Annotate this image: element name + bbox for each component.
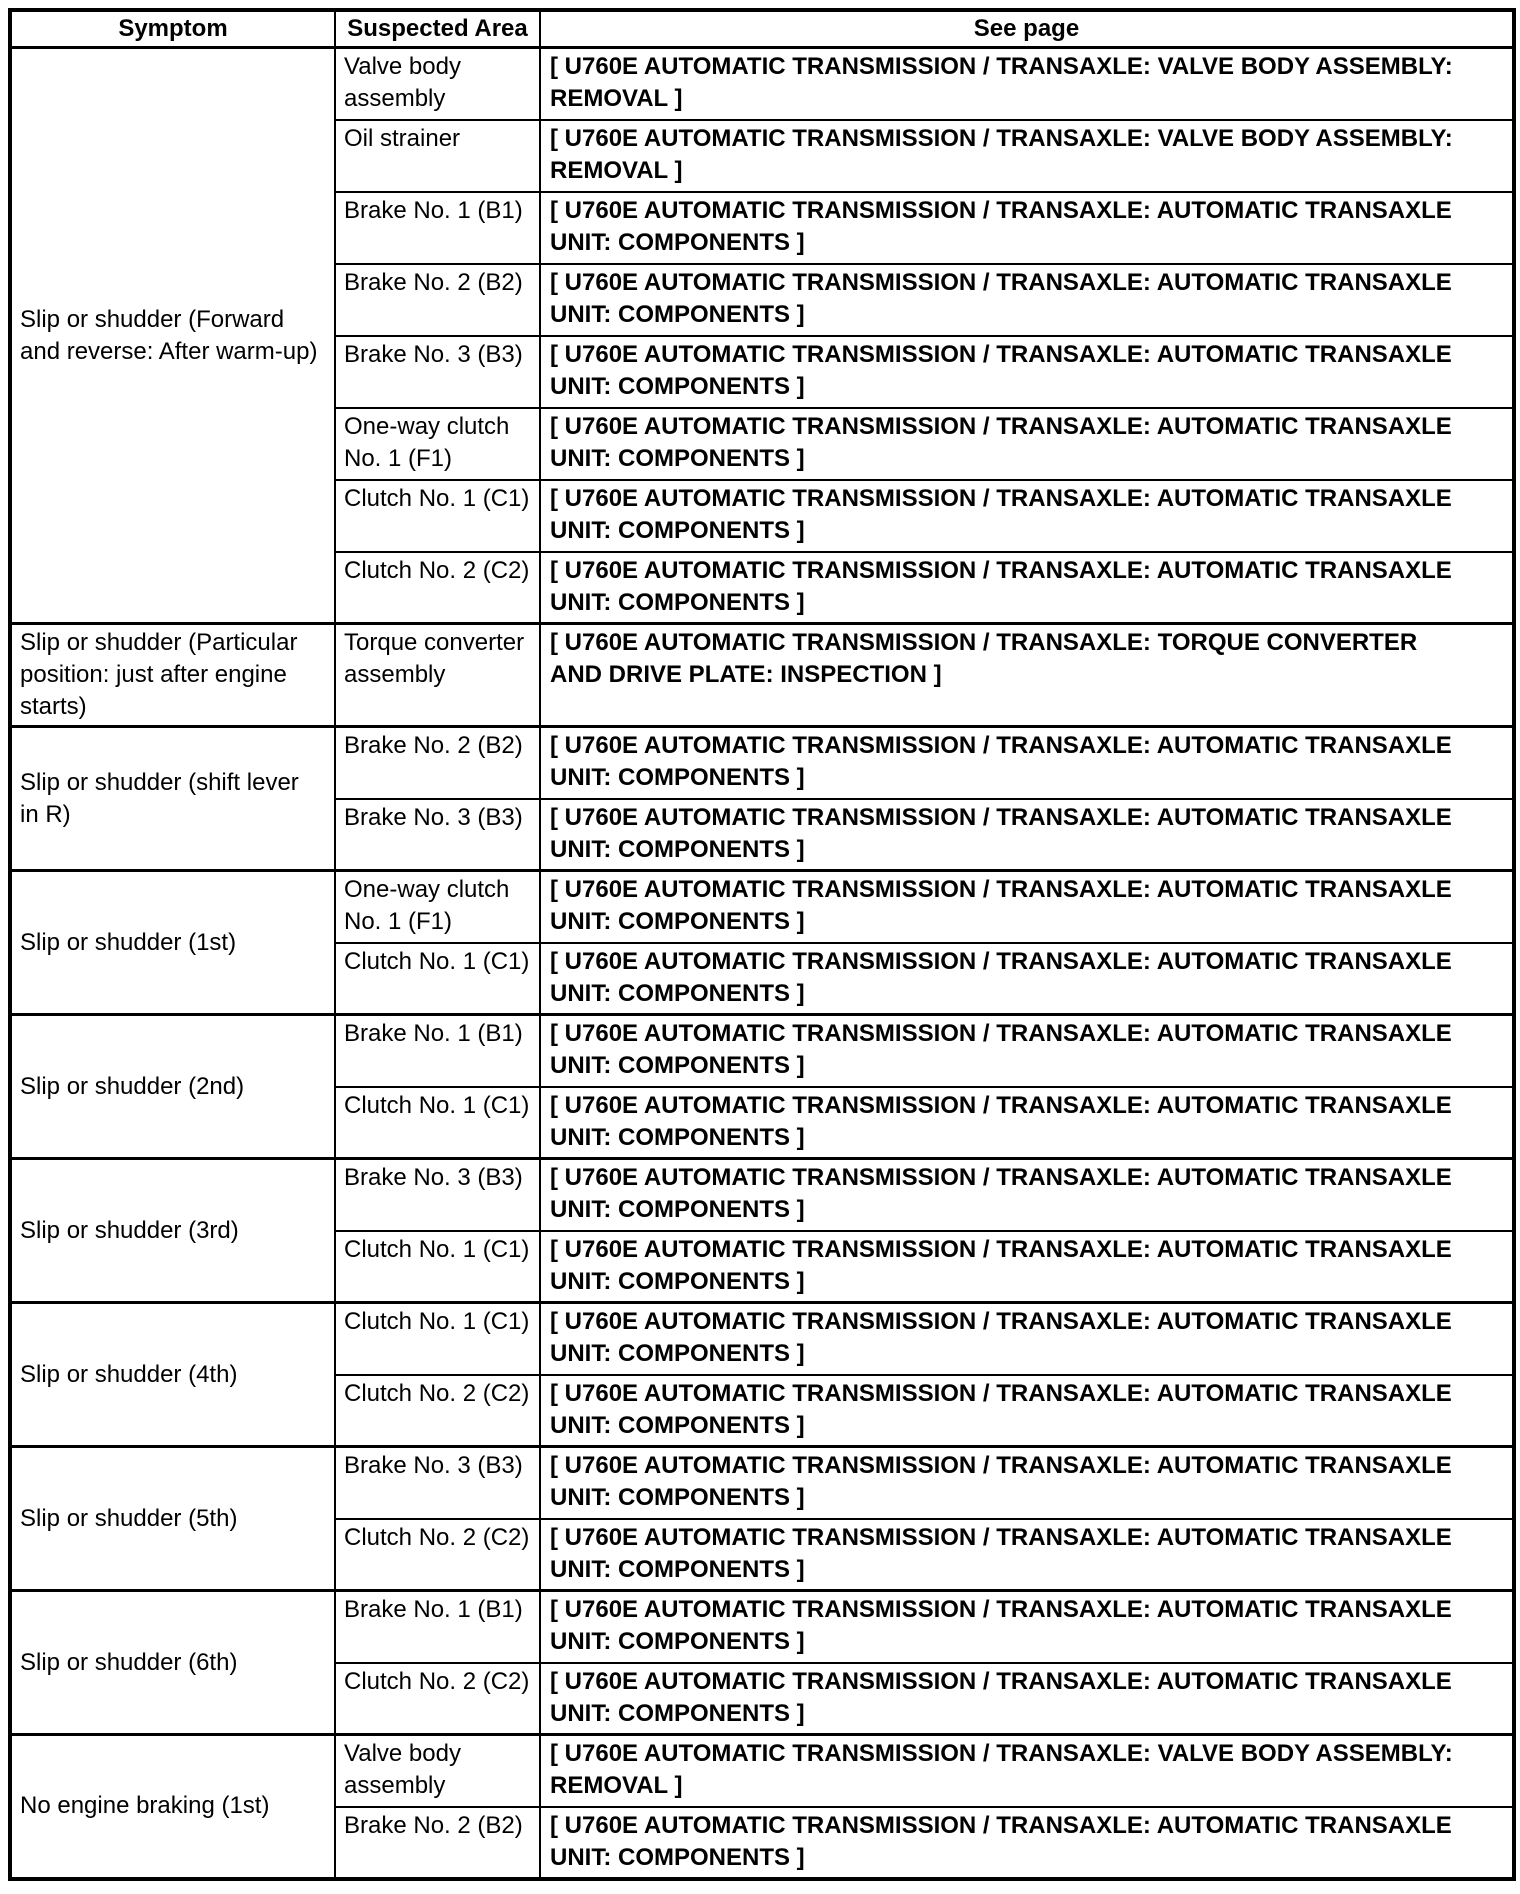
symptom-cell: Slip or shudder (shift lever in R) [9,725,336,872]
table-row: One-way clutch No. 1 (F1)[ U760E AUTOMAT… [10,406,1515,481]
table-row: Brake No. 1 (B1)[ U760E AUTOMATIC TRANSM… [10,190,1515,265]
symptom-cell: Slip or shudder (3rd) [9,1157,336,1304]
suspected-area-cell: Clutch No. 1 (C1) [334,1229,541,1304]
see-page-cell: [ U760E AUTOMATIC TRANSMISSION / TRANSAX… [539,478,1515,553]
see-page-cell: [ U760E AUTOMATIC TRANSMISSION / TRANSAX… [539,550,1515,625]
table-row: Clutch No. 1 (C1)[ U760E AUTOMATIC TRANS… [10,478,1515,553]
table-body: Slip or shudder (Forward and reverse: Af… [9,46,1515,1880]
suspected-area-cell: Oil strainer [334,118,541,193]
suspected-area-cell: Brake No. 1 (B1) [334,190,541,265]
see-page-cell: [ U760E AUTOMATIC TRANSMISSION / TRANSAX… [539,190,1515,265]
suspected-area-cell: Clutch No. 1 (C1) [334,1085,541,1160]
table-row: Oil strainer[ U760E AUTOMATIC TRANSMISSI… [10,118,1515,193]
suspected-area-cell: Brake No. 1 (B1) [334,1013,541,1088]
see-page-cell: [ U760E AUTOMATIC TRANSMISSION / TRANSAX… [539,1157,1515,1232]
symptom-cell: Slip or shudder (Particular position: ju… [9,622,336,728]
suspected-area-cell: Valve body assembly [334,1733,541,1808]
table-row: Clutch No. 2 (C2)[ U760E AUTOMATIC TRANS… [10,1661,1515,1736]
see-page-cell: [ U760E AUTOMATIC TRANSMISSION / TRANSAX… [539,725,1515,800]
see-page-cell: [ U760E AUTOMATIC TRANSMISSION / TRANSAX… [539,622,1515,728]
see-page-cell: [ U760E AUTOMATIC TRANSMISSION / TRANSAX… [539,118,1515,193]
see-page-cell: [ U760E AUTOMATIC TRANSMISSION / TRANSAX… [539,797,1515,872]
see-page-cell: [ U760E AUTOMATIC TRANSMISSION / TRANSAX… [539,1517,1515,1592]
table-row: Slip or shudder (5th) Brake No. 3 (B3)[ U… [9,1445,1515,1592]
suspected-area-cell: Clutch No. 2 (C2) [334,550,541,625]
suspected-area-cell: Brake No. 3 (B3) [334,334,541,409]
troubleshooting-table: Symptom Suspected Area See page Slip or … [8,8,1516,1881]
suspected-area-cell: Torque converter assembly [334,622,541,728]
see-page-cell: [ U760E AUTOMATIC TRANSMISSION / TRANSAX… [539,1373,1515,1448]
header-see-page: See page [539,9,1515,49]
suspected-area-cell: Clutch No. 2 (C2) [334,1661,541,1736]
table-row: No engine braking (1st) Valve body assemb… [9,1733,1515,1880]
table-row: Slip or shudder (shift lever in R) Brake … [9,725,1515,872]
see-page-cell: [ U760E AUTOMATIC TRANSMISSION / TRANSAX… [539,1805,1515,1880]
suspected-area-cell: Brake No. 1 (B1) [334,1589,541,1664]
suspected-area-cell: Brake No. 3 (B3) [334,1157,541,1232]
table-row: Slip or shudder (3rd) Brake No. 3 (B3)[ U… [9,1157,1515,1304]
table-row: Brake No. 2 (B2)[ U760E AUTOMATIC TRANSM… [10,1805,1515,1880]
table-row: Slip or shudder (2nd) Brake No. 1 (B1)[ U… [9,1013,1515,1160]
table-row: Clutch No. 2 (C2)[ U760E AUTOMATIC TRANS… [10,1373,1515,1448]
table-row: Slip or shudder (1st) One-way clutch No. … [9,869,1515,1016]
see-page-cell: [ U760E AUTOMATIC TRANSMISSION / TRANSAX… [539,334,1515,409]
table-row: Clutch No. 2 (C2)[ U760E AUTOMATIC TRANS… [10,1517,1515,1592]
table-row: Brake No. 3 (B3)[ U760E AUTOMATIC TRANSM… [10,334,1515,409]
symptom-cell: Slip or shudder (4th) [9,1301,336,1448]
suspected-area-cell: Brake No. 2 (B2) [334,262,541,337]
see-page-cell: [ U760E AUTOMATIC TRANSMISSION / TRANSAX… [539,1085,1515,1160]
suspected-area-cell: Brake No. 2 (B2) [334,1805,541,1880]
suspected-area-cell: Brake No. 2 (B2) [334,725,541,800]
see-page-cell: [ U760E AUTOMATIC TRANSMISSION / TRANSAX… [539,1013,1515,1088]
see-page-cell: [ U760E AUTOMATIC TRANSMISSION / TRANSAX… [539,262,1515,337]
see-page-cell: [ U760E AUTOMATIC TRANSMISSION / TRANSAX… [539,1229,1515,1304]
table-header-row: Symptom Suspected Area See page [9,9,1515,49]
see-page-cell: [ U760E AUTOMATIC TRANSMISSION / TRANSAX… [539,46,1515,121]
suspected-area-cell: Clutch No. 1 (C1) [334,941,541,1016]
see-page-cell: [ U760E AUTOMATIC TRANSMISSION / TRANSAX… [539,869,1515,944]
header-symptom: Symptom [9,9,336,49]
see-page-cell: [ U760E AUTOMATIC TRANSMISSION / TRANSAX… [539,941,1515,1016]
table-row: Brake No. 2 (B2)[ U760E AUTOMATIC TRANSM… [10,262,1515,337]
table-row: Clutch No. 2 (C2)[ U760E AUTOMATIC TRANS… [10,550,1515,625]
suspected-area-cell: Brake No. 3 (B3) [334,797,541,872]
symptom-cell: Slip or shudder (5th) [9,1445,336,1592]
symptom-cell: No engine braking (1st) [9,1733,336,1880]
table-row: Clutch No. 1 (C1)[ U760E AUTOMATIC TRANS… [10,1229,1515,1304]
suspected-area-cell: Brake No. 3 (B3) [334,1445,541,1520]
see-page-cell: [ U760E AUTOMATIC TRANSMISSION / TRANSAX… [539,1445,1515,1520]
symptom-cell: Slip or shudder (1st) [9,869,336,1016]
header-suspected-area: Suspected Area [334,9,541,49]
table-row: Slip or shudder (Forward and reverse: Af… [9,46,1515,625]
suspected-area-cell: Clutch No. 2 (C2) [334,1517,541,1592]
table-row: Slip or shudder (4th) Clutch No. 1 (C1)[ … [9,1301,1515,1448]
symptom-cell: Slip or shudder (6th) [9,1589,336,1736]
suspected-area-cell: Clutch No. 2 (C2) [334,1373,541,1448]
suspected-area-cell: Valve body assembly [334,46,541,121]
table-row: Clutch No. 1 (C1)[ U760E AUTOMATIC TRANS… [10,941,1515,1016]
see-page-cell: [ U760E AUTOMATIC TRANSMISSION / TRANSAX… [539,1733,1515,1808]
table-row: Brake No. 3 (B3)[ U760E AUTOMATIC TRANSM… [10,797,1515,872]
suspected-area-cell: One-way clutch No. 1 (F1) [334,406,541,481]
table-row: Clutch No. 1 (C1)[ U760E AUTOMATIC TRANS… [10,1085,1515,1160]
see-page-cell: [ U760E AUTOMATIC TRANSMISSION / TRANSAX… [539,406,1515,481]
suspected-area-cell: One-way clutch No. 1 (F1) [334,869,541,944]
see-page-cell: [ U760E AUTOMATIC TRANSMISSION / TRANSAX… [539,1589,1515,1664]
table-row: Slip or shudder (Particular position: ju… [9,622,1515,728]
symptom-cell: Slip or shudder (Forward and reverse: Af… [9,46,336,625]
see-page-cell: [ U760E AUTOMATIC TRANSMISSION / TRANSAX… [539,1661,1515,1736]
symptom-cell: Slip or shudder (2nd) [9,1013,336,1160]
see-page-cell: [ U760E AUTOMATIC TRANSMISSION / TRANSAX… [539,1301,1515,1376]
suspected-area-cell: Clutch No. 1 (C1) [334,1301,541,1376]
suspected-area-cell: Clutch No. 1 (C1) [334,478,541,553]
table-row: Slip or shudder (6th) Brake No. 1 (B1)[ U… [9,1589,1515,1736]
